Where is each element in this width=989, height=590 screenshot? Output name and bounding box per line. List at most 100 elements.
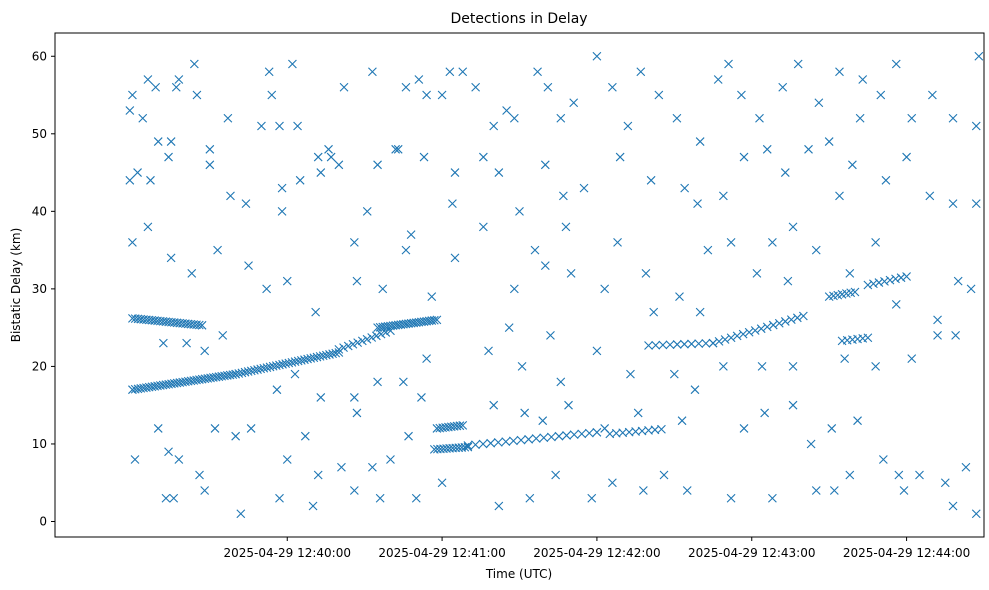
data-point bbox=[533, 67, 542, 77]
data-point bbox=[146, 175, 155, 185]
data-point bbox=[275, 493, 284, 503]
data-point bbox=[368, 67, 377, 77]
data-point bbox=[226, 191, 235, 201]
data-point bbox=[780, 317, 790, 326]
data-point bbox=[205, 160, 215, 170]
data-point bbox=[874, 278, 884, 287]
data-point bbox=[316, 393, 326, 402]
data-point bbox=[194, 320, 204, 330]
data-point bbox=[713, 75, 723, 84]
data-point bbox=[334, 160, 344, 170]
data-point bbox=[659, 470, 669, 480]
data-point bbox=[695, 137, 705, 146]
data-point bbox=[197, 320, 207, 330]
data-point bbox=[437, 90, 447, 100]
data-point bbox=[516, 435, 526, 445]
data-point bbox=[411, 493, 421, 503]
data-point bbox=[282, 455, 292, 464]
data-point bbox=[780, 168, 790, 177]
data-point bbox=[687, 339, 696, 349]
data-point bbox=[974, 51, 984, 61]
data-point bbox=[940, 478, 950, 488]
data-point bbox=[151, 82, 161, 92]
data-point bbox=[348, 339, 358, 349]
data-point bbox=[739, 424, 749, 433]
data-point bbox=[275, 121, 284, 131]
data-point bbox=[313, 152, 323, 162]
data-point bbox=[891, 274, 900, 284]
data-point bbox=[378, 284, 388, 294]
data-point bbox=[543, 82, 553, 92]
data-point bbox=[592, 427, 602, 437]
data-point bbox=[244, 261, 253, 271]
data-point bbox=[966, 284, 976, 294]
y-axis-ticks: 0 10 20 30 40 50 60 bbox=[32, 49, 55, 528]
data-point bbox=[349, 237, 359, 247]
data-point bbox=[726, 493, 736, 503]
y-tick-label: 10 bbox=[32, 437, 47, 451]
data-point bbox=[863, 333, 873, 343]
data-point bbox=[125, 175, 135, 185]
data-point bbox=[362, 206, 372, 216]
data-point bbox=[138, 113, 148, 123]
data-point bbox=[326, 152, 336, 162]
data-point bbox=[695, 307, 705, 317]
data-markers bbox=[125, 51, 984, 519]
data-point bbox=[128, 90, 137, 100]
data-point bbox=[693, 199, 702, 208]
data-point bbox=[579, 183, 589, 193]
data-point bbox=[353, 338, 363, 347]
data-point bbox=[871, 362, 881, 371]
data-point bbox=[257, 121, 266, 131]
y-tick-label: 30 bbox=[32, 282, 47, 296]
data-point bbox=[644, 341, 653, 350]
chart-title: Detections in Delay bbox=[450, 11, 587, 27]
data-point bbox=[334, 344, 344, 354]
data-point bbox=[525, 493, 535, 503]
data-point bbox=[494, 168, 504, 177]
data-point bbox=[546, 331, 555, 340]
data-point bbox=[450, 168, 460, 177]
data-point bbox=[714, 336, 724, 346]
data-point bbox=[768, 237, 777, 247]
data-point bbox=[592, 51, 602, 61]
x-axis-ticks: 2025-04-29 12:40:00 2025-04-29 12:41:00 20… bbox=[224, 537, 970, 560]
data-point bbox=[623, 121, 633, 131]
data-point bbox=[679, 339, 689, 349]
data-point bbox=[182, 338, 191, 348]
data-point bbox=[971, 509, 981, 519]
data-point bbox=[651, 340, 661, 350]
data-point bbox=[343, 341, 353, 351]
data-point bbox=[337, 462, 346, 472]
data-point bbox=[708, 338, 718, 348]
x-tick-label: 2025-04-29 12:41:00 bbox=[378, 546, 505, 560]
data-point bbox=[672, 340, 682, 349]
data-point bbox=[863, 280, 873, 290]
y-tick-label: 40 bbox=[32, 204, 47, 218]
data-point bbox=[391, 144, 401, 154]
data-point bbox=[855, 113, 865, 123]
data-point bbox=[786, 315, 796, 325]
data-point bbox=[210, 424, 220, 433]
data-point bbox=[933, 331, 942, 340]
data-point bbox=[404, 431, 413, 441]
data-point bbox=[458, 420, 468, 430]
data-point bbox=[171, 82, 181, 92]
data-point bbox=[971, 199, 981, 208]
data-point bbox=[845, 268, 855, 278]
data-point bbox=[422, 354, 431, 364]
data-point bbox=[164, 152, 173, 162]
data-point bbox=[615, 152, 625, 162]
data-point bbox=[153, 137, 163, 146]
data-point bbox=[489, 400, 499, 410]
data-point bbox=[600, 284, 610, 294]
data-point bbox=[200, 346, 210, 356]
data-point bbox=[885, 275, 895, 285]
data-point bbox=[429, 315, 439, 325]
data-point bbox=[811, 486, 821, 495]
data-point bbox=[478, 222, 488, 232]
data-point bbox=[600, 424, 610, 433]
data-point bbox=[737, 90, 746, 100]
data-point bbox=[174, 455, 184, 464]
